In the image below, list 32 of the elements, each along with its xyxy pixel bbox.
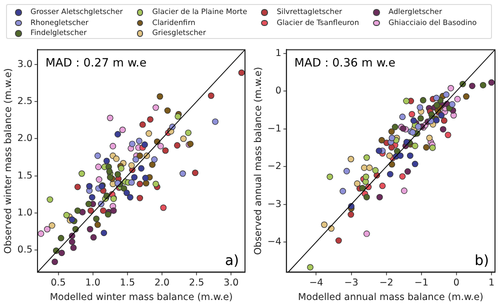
y-tick-label: 0.5: [17, 244, 33, 256]
x-tick-label: 2.5: [189, 277, 204, 288]
x-tick-label: 0: [453, 277, 460, 288]
y-tick-label: −3: [267, 198, 282, 210]
y-tick-label: 0: [275, 86, 282, 97]
y-tick-label: 2.5: [17, 96, 33, 108]
x-tick-label: −1: [414, 277, 428, 288]
x-tick-label: 2.0: [154, 277, 170, 288]
annotation: a): [224, 252, 239, 269]
annotation: MAD : 0.36 m w.e: [294, 55, 396, 70]
y-axis-title: Observed annual mass balance (m.w.e): [253, 66, 264, 255]
y-tick-label: 2.0: [17, 133, 33, 144]
x-tick-label: −3: [344, 277, 358, 288]
y-tick-label: −4: [267, 236, 282, 248]
x-tick-label: 0.5: [50, 277, 66, 288]
x-tick-label: 1.5: [120, 277, 135, 288]
y-tick-label: 1.5: [17, 170, 33, 182]
x-tick-label: 1.0: [85, 277, 100, 288]
x-tick-label: 1: [488, 277, 495, 288]
y-tick-label: 3.0: [17, 59, 33, 70]
x-axis-title: Modelled annual mass balance (m.w.e): [298, 292, 484, 303]
y-tick-label: −2: [267, 161, 282, 172]
y-tick-label: 1.0: [17, 207, 33, 218]
annotation: b): [474, 252, 489, 269]
x-tick-label: −2: [379, 277, 394, 288]
y-tick-label: −1: [267, 123, 282, 134]
x-axis-title: Modelled winter mass balance (m.w.e): [50, 292, 233, 303]
y-axis-title: Observed winter mass balance (m.w.e): [3, 68, 14, 254]
y-tick-label: 1: [275, 48, 282, 59]
x-tick-label: −4: [309, 277, 324, 288]
annotation: MAD : 0.27 m w.e: [46, 55, 147, 70]
x-tick-label: 3.0: [224, 277, 239, 288]
